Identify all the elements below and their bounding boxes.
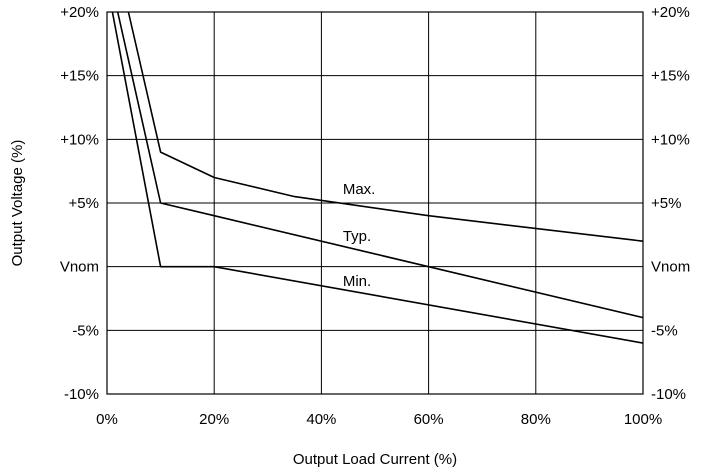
y-tick-label-right: +20% xyxy=(651,4,690,21)
series-label-min: Min. xyxy=(343,273,371,290)
series-labels: Max. Typ. Min. xyxy=(343,181,376,290)
y-axis-title: Output Voltage (%) xyxy=(9,140,26,267)
y-tick-label-left: +15% xyxy=(60,68,99,85)
y-tick-label-right: +5% xyxy=(651,195,681,212)
y-tick-label-left: -5% xyxy=(72,322,99,339)
y-tick-label-left: +20% xyxy=(60,4,99,21)
x-tick-label: 60% xyxy=(414,411,444,428)
series-label-typ: Typ. xyxy=(343,228,371,245)
tick-labels: 0% 20% 40% 60% 80% 100% +20% +15% +10% +5% Vnom -5%… xyxy=(60,4,690,428)
x-tick-label: 80% xyxy=(521,411,551,428)
series-label-max: Max. xyxy=(343,181,376,198)
series-line-min xyxy=(112,12,643,343)
x-tick-label: 40% xyxy=(306,411,336,428)
x-tick-label: 0% xyxy=(96,411,118,428)
y-tick-label-right: -10% xyxy=(651,386,686,403)
grid xyxy=(107,12,643,394)
y-tick-label-right: Vnom xyxy=(651,259,690,276)
series-line-max xyxy=(128,12,643,241)
y-tick-label-left: +10% xyxy=(60,131,99,148)
y-tick-label-right: +15% xyxy=(651,68,690,85)
y-tick-label-left: Vnom xyxy=(60,259,99,276)
y-tick-label-left: +5% xyxy=(69,195,99,212)
series-lines xyxy=(112,12,643,343)
series-line-typ xyxy=(118,12,643,318)
x-tick-label: 20% xyxy=(199,411,229,428)
x-tick-label: 100% xyxy=(624,411,662,428)
y-tick-label-right: -5% xyxy=(651,322,678,339)
y-tick-label-right: +10% xyxy=(651,131,690,148)
x-axis-title: Output Load Current (%) xyxy=(293,451,457,468)
y-tick-label-left: -10% xyxy=(64,386,99,403)
